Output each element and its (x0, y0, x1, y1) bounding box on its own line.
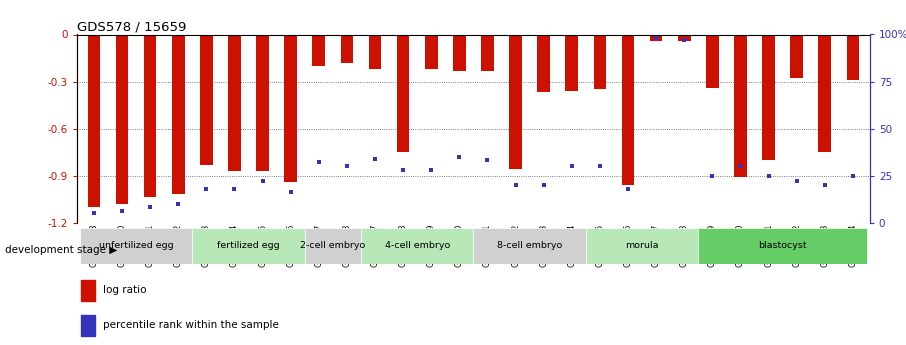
Text: development stage ▶: development stage ▶ (5, 245, 117, 255)
Bar (284, 34, 297, 182)
Bar (192, 228, 304, 264)
Bar (846, 34, 859, 80)
Bar (425, 34, 438, 69)
Bar (304, 228, 361, 264)
Text: unfertilized egg: unfertilized egg (99, 241, 173, 250)
Bar (509, 34, 522, 169)
Text: percentile rank within the sample: percentile rank within the sample (103, 320, 279, 330)
Bar (88, 34, 101, 207)
Text: 8-cell embryo: 8-cell embryo (497, 241, 563, 250)
Bar (228, 34, 241, 171)
Bar (622, 34, 634, 185)
Bar (397, 34, 410, 152)
Bar (144, 34, 157, 197)
Bar (706, 34, 718, 88)
Text: GDS578 / 15659: GDS578 / 15659 (77, 20, 187, 33)
Bar (762, 34, 775, 160)
Text: blastocyst: blastocyst (758, 241, 807, 250)
Bar (790, 34, 803, 78)
Bar (586, 228, 699, 264)
Bar (818, 34, 831, 152)
Bar (453, 34, 466, 70)
Bar (473, 228, 586, 264)
Bar (537, 34, 550, 92)
Text: fertilized egg: fertilized egg (217, 241, 280, 250)
Bar (200, 34, 213, 165)
Bar (172, 34, 185, 194)
Bar (81, 280, 95, 301)
Bar (565, 34, 578, 91)
Bar (256, 34, 269, 171)
Bar (341, 34, 353, 63)
Text: log ratio: log ratio (103, 285, 147, 295)
Bar (313, 34, 325, 66)
Bar (678, 34, 690, 41)
Text: morula: morula (625, 241, 659, 250)
Bar (699, 228, 867, 264)
Bar (734, 34, 747, 177)
Bar (369, 34, 381, 69)
Bar (116, 34, 129, 204)
Bar (361, 228, 473, 264)
Bar (650, 34, 662, 41)
Bar (593, 34, 606, 89)
Bar (81, 315, 95, 336)
Text: 4-cell embryo: 4-cell embryo (384, 241, 449, 250)
Bar (481, 34, 494, 70)
Text: 2-cell embryo: 2-cell embryo (300, 241, 365, 250)
Bar (80, 228, 192, 264)
